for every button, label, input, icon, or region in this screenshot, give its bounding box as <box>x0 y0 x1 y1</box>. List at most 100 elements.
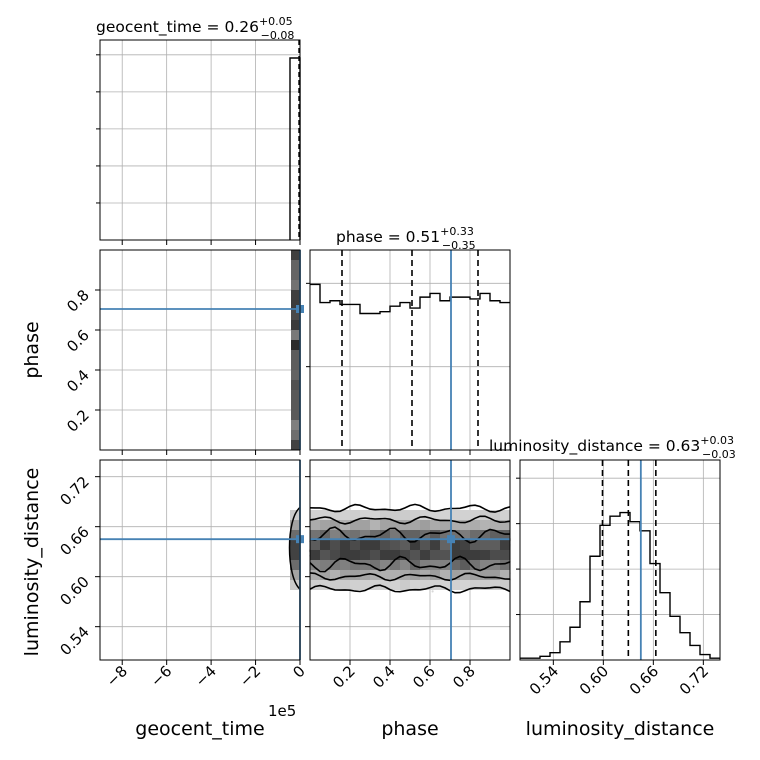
density-cell <box>480 520 490 530</box>
density-cell <box>460 550 470 560</box>
density-cell <box>450 540 460 550</box>
panel-frame <box>99 459 301 661</box>
density-cell <box>390 530 400 540</box>
density-cell <box>490 530 500 540</box>
density-cell <box>350 570 360 580</box>
density-cell <box>310 550 320 560</box>
density-cell <box>340 560 350 570</box>
density-cell <box>380 550 390 560</box>
density-cell <box>460 520 470 530</box>
density-cell <box>490 520 500 530</box>
xlabel-geocent-time: geocent_time <box>135 718 264 740</box>
y-tick-label-luminosity-distance: 0.66 <box>56 523 92 559</box>
density-cell <box>500 530 510 540</box>
density-cell <box>290 560 300 570</box>
density-cell <box>450 570 460 580</box>
density-cell <box>400 560 410 570</box>
density-cell <box>480 540 490 550</box>
density-cell <box>390 520 400 530</box>
density-cell <box>450 580 460 590</box>
density-cell <box>490 550 500 560</box>
density-cell <box>320 580 330 590</box>
density-cell <box>380 520 390 530</box>
density-cell <box>390 510 400 520</box>
xlabel-phase: phase <box>381 718 438 740</box>
density-cell <box>430 550 440 560</box>
density-cell <box>291 320 300 330</box>
density-cell <box>340 540 350 550</box>
panel-frame <box>99 249 301 451</box>
density-cell <box>420 520 430 530</box>
density-cell <box>470 550 480 560</box>
ylabel-luminosity-distance: luminosity_distance <box>21 468 43 657</box>
panel-frame <box>309 249 511 451</box>
x-tick-label-phase: 0.6 <box>409 662 439 692</box>
density-cell <box>380 530 390 540</box>
density-cell <box>420 540 430 550</box>
density-cell <box>400 510 410 520</box>
title-geocent-time: geocent_time = 0.26+0.05 −0.08 <box>96 15 294 42</box>
x-tick-label-luminosity-distance: 0.72 <box>676 662 712 698</box>
density-cell <box>460 570 470 580</box>
density-cell <box>291 440 300 450</box>
density-cell <box>291 260 300 270</box>
density-cell <box>350 540 360 550</box>
density-cell <box>430 510 440 520</box>
y-tick-label-phase: 0.2 <box>63 406 93 436</box>
x-tick-label-luminosity-distance: 0.54 <box>526 662 562 698</box>
density-cell <box>450 520 460 530</box>
density-cell <box>370 550 380 560</box>
density-cell <box>450 530 460 540</box>
density-cell <box>400 580 410 590</box>
x-tick-label-geocent-time: −4 <box>192 662 220 690</box>
density-cell <box>370 510 380 520</box>
density-cell <box>460 510 470 520</box>
density-cell <box>340 580 350 590</box>
density-cell <box>291 310 300 320</box>
density-cell <box>430 570 440 580</box>
density-cell <box>291 420 300 430</box>
density-cell <box>440 510 450 520</box>
density-cell <box>440 560 450 570</box>
density-cell <box>430 520 440 530</box>
density-cell <box>410 520 420 530</box>
density-cell <box>350 580 360 590</box>
density-cell <box>500 570 510 580</box>
density-cell <box>390 550 400 560</box>
contour-line <box>309 555 511 573</box>
x-tick-label-luminosity-distance: 0.60 <box>576 662 612 698</box>
density-cell <box>290 520 300 530</box>
density-cell <box>330 570 340 580</box>
density-cell <box>490 560 500 570</box>
density-cell <box>450 560 460 570</box>
density-cell <box>400 540 410 550</box>
panel-frame <box>99 39 301 241</box>
density-cell <box>420 510 430 520</box>
density-cell <box>370 530 380 540</box>
density-cell <box>470 540 480 550</box>
density-cell <box>480 570 490 580</box>
density-cell <box>310 580 320 590</box>
density-cell <box>330 530 340 540</box>
density-cell <box>291 360 300 370</box>
density-cell <box>390 540 400 550</box>
density-cell <box>330 560 340 570</box>
density-cell <box>360 560 370 570</box>
density-cell <box>320 550 330 560</box>
density-cell <box>380 510 390 520</box>
density-cell <box>290 550 300 560</box>
density-cell <box>291 250 300 260</box>
density-cell <box>360 510 370 520</box>
density-cell <box>340 570 350 580</box>
density-cell <box>310 520 320 530</box>
density-cell <box>360 520 370 530</box>
ylabel-phase: phase <box>21 321 43 378</box>
y-tick-label-luminosity-distance: 0.54 <box>56 623 92 659</box>
density-cell <box>350 560 360 570</box>
density-cell <box>330 540 340 550</box>
density-cell <box>290 530 300 540</box>
density-cell <box>340 550 350 560</box>
density-cell <box>470 560 480 570</box>
density-cell <box>410 540 420 550</box>
